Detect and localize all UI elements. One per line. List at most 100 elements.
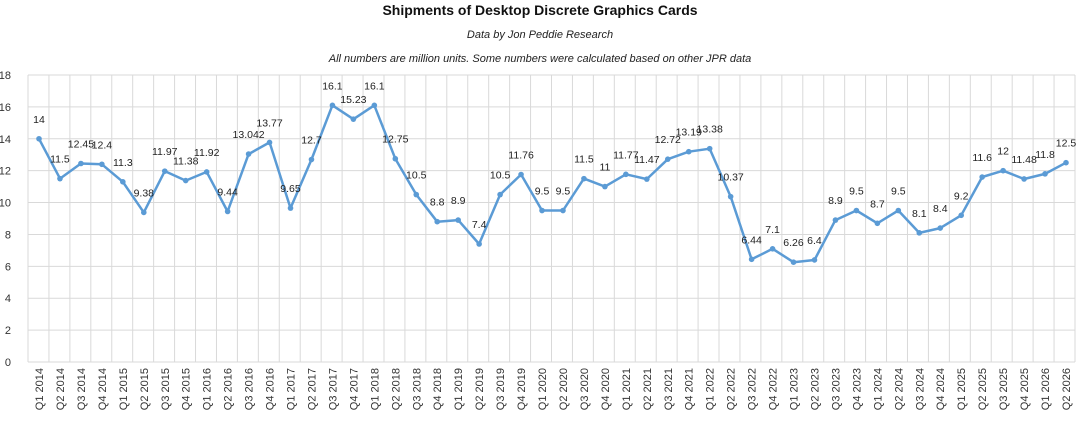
x-tick-label: Q3 2016 (244, 368, 256, 410)
x-tick-label: Q1 2022 (705, 368, 717, 410)
data-label: 11.77 (613, 149, 639, 161)
data-point (413, 191, 420, 198)
data-label: 8.8 (430, 197, 445, 209)
y-tick-label: 10 (0, 198, 11, 210)
data-point (769, 245, 776, 252)
data-label: 11.8 (1035, 149, 1055, 161)
chart-title: Shipments of Desktop Discrete Graphics C… (382, 2, 698, 18)
data-label: 9.5 (849, 186, 864, 198)
data-point (1021, 176, 1027, 182)
x-tick-label: Q1 2020 (537, 368, 549, 410)
data-point (664, 156, 671, 162)
x-tick-label: Q3 2021 (663, 368, 675, 410)
data-point (727, 193, 734, 200)
data-point (371, 102, 378, 109)
x-tick-label: Q2 2018 (390, 368, 402, 410)
x-tick-label: Q4 2015 (181, 368, 193, 410)
data-point (57, 175, 63, 182)
data-point (161, 168, 168, 174)
y-tick-label: 16 (0, 102, 11, 114)
data-label: 9.38 (134, 187, 155, 199)
data-label: 12.75 (382, 134, 408, 146)
data-label: 13.19 (676, 127, 702, 139)
data-label: 16.1 (322, 80, 343, 92)
y-tick-label: 2 (5, 325, 11, 337)
data-point (706, 145, 713, 152)
series-line (37, 104, 1067, 264)
x-tick-label: Q2 2017 (306, 368, 318, 410)
data-point (623, 171, 629, 178)
chart-note: All numbers are million units. Some numb… (328, 53, 752, 65)
data-point (350, 116, 357, 122)
x-tick-label: Q3 2017 (327, 368, 339, 410)
x-tick-label: Q2 2022 (726, 368, 738, 410)
x-tick-label: Q1 2018 (369, 368, 381, 410)
x-tick-label: Q4 2021 (684, 368, 696, 410)
x-tick-label: Q4 2016 (265, 368, 277, 410)
data-label: 9.2 (954, 190, 969, 202)
data-label: 16.1 (364, 80, 385, 92)
data-point (78, 160, 84, 167)
data-label: 11.38 (173, 156, 199, 168)
data-label: 11.5 (574, 154, 594, 166)
x-tick-label: Q3 2022 (747, 368, 759, 410)
chart-subtitle: Data by Jon Peddie Research (466, 29, 614, 41)
x-tick-label: Q4 2023 (851, 368, 863, 410)
data-label: 11 (599, 162, 610, 174)
data-point (287, 205, 294, 211)
data-point (832, 217, 839, 223)
data-point (560, 207, 566, 214)
data-point (497, 191, 503, 198)
data-label: 6.26 (783, 237, 804, 249)
data-label: 11.97 (152, 146, 178, 158)
y-tick-label: 18 (0, 70, 11, 82)
data-point (203, 169, 210, 175)
x-tick-label: Q1 2016 (202, 368, 214, 410)
data-label: 8.9 (451, 195, 466, 207)
data-point (99, 161, 105, 168)
data-label: 8.1 (912, 208, 927, 220)
x-tick-label: Q3 2015 (160, 368, 172, 410)
data-point (811, 257, 818, 263)
data-point (392, 155, 399, 162)
data-point (1000, 167, 1006, 174)
data-label: 9.44 (217, 186, 238, 198)
data-point (602, 183, 608, 190)
data-point (182, 177, 189, 184)
x-tick-label: Q2 2020 (558, 368, 570, 410)
x-tick-label: Q4 2025 (1019, 368, 1031, 410)
x-tick-label: Q3 2024 (914, 368, 926, 410)
data-label: 10.37 (718, 172, 744, 184)
data-point (329, 102, 336, 109)
data-point (224, 208, 231, 215)
y-tick-label: 14 (0, 134, 11, 146)
x-tick-label: Q2 2025 (977, 368, 989, 410)
data-label: 11.3 (113, 157, 133, 169)
x-tick-label: Q1 2024 (872, 368, 884, 410)
data-point (979, 174, 985, 180)
data-point (245, 151, 252, 157)
x-tick-label: Q4 2018 (432, 368, 444, 410)
data-label: 12.7 (301, 135, 322, 147)
x-tick-label: Q3 2014 (76, 368, 88, 410)
x-tick-label: Q1 2026 (1040, 368, 1052, 410)
x-tick-label: Q4 2017 (348, 368, 360, 410)
data-label: 8.4 (933, 203, 948, 215)
data-label: 13.77 (256, 117, 282, 129)
data-point (140, 209, 147, 216)
data-label: 13.042 (233, 129, 265, 141)
y-tick-label: 12 (0, 166, 11, 178)
data-point (476, 241, 482, 247)
y-tick-label: 6 (5, 261, 11, 273)
x-tick-label: Q1 2023 (789, 368, 801, 410)
data-point (685, 148, 692, 155)
x-tick-label: Q3 2020 (579, 368, 591, 410)
data-label: 11.6 (972, 152, 992, 164)
data-point (518, 171, 524, 178)
data-point (748, 256, 755, 263)
data-point (916, 230, 923, 236)
data-label: 12 (997, 146, 1009, 158)
x-tick-label: Q2 2023 (809, 368, 821, 410)
data-point (455, 217, 461, 223)
